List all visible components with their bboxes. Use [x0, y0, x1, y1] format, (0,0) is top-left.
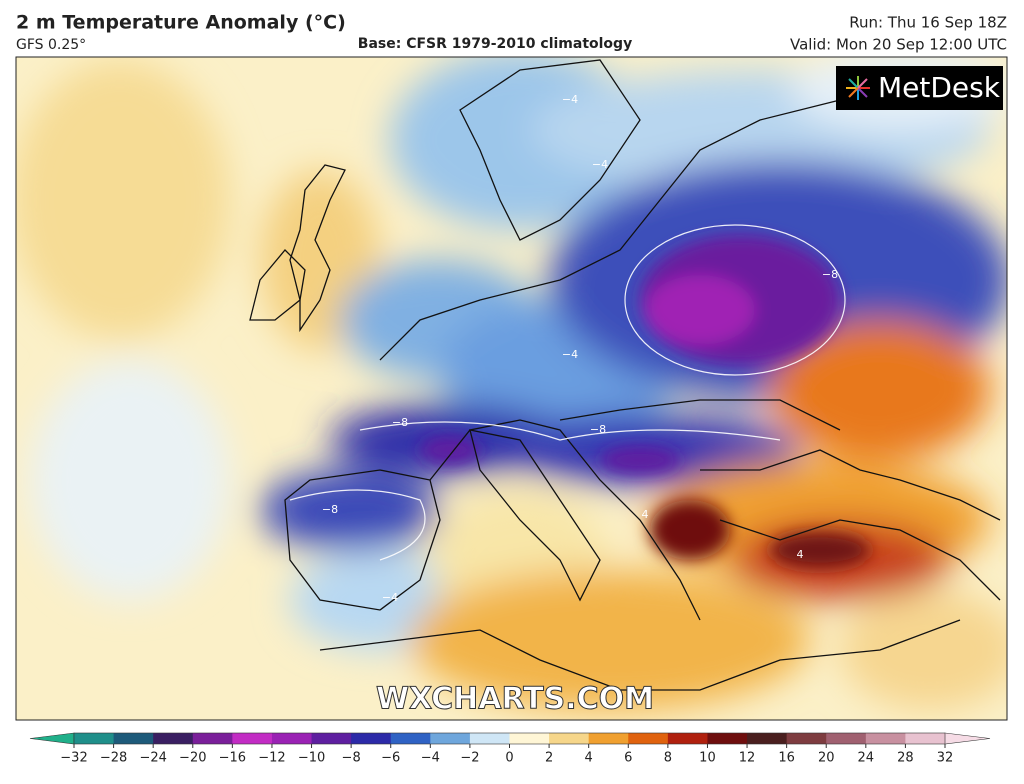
colorbar-tick-label: 28 [897, 751, 914, 766]
colorbar-segment [351, 733, 392, 744]
colorbar-tick-label: −20 [179, 751, 206, 766]
colorbar-segment [747, 733, 788, 744]
colorbar-segment [865, 733, 906, 744]
map: −4 −4 −8 −8 −8 −8 −4 4 4 −4 MetDesk WXCHARTS.COM [16, 57, 1007, 720]
contour-label: −8 [822, 268, 838, 281]
colorbar-tick-label: −6 [381, 751, 400, 766]
colorbar-segment [113, 733, 154, 744]
valid: Valid: Mon 20 Sep 12:00 UTC [790, 36, 1007, 54]
model: GFS 0.25° [16, 37, 86, 53]
colorbar-segment [667, 733, 708, 744]
colorbar-segment [271, 733, 313, 744]
run: Run: Thu 16 Sep 18Z [849, 14, 1007, 32]
base: Base: CFSR 1979-2010 climatology [358, 36, 632, 52]
coastlines [249, 59, 1001, 691]
colorbar-tick-label: 10 [699, 751, 716, 766]
contour-label: −4 [382, 591, 398, 604]
colorbar-tick-label: −12 [258, 751, 285, 766]
colorbar-segment [153, 733, 194, 744]
colorbar-tick-label: 32 [937, 751, 954, 766]
colorbar-segment [430, 733, 471, 744]
colorbar-tick-label: 20 [818, 751, 835, 766]
colorbar-tick-label: −10 [298, 751, 325, 766]
colorbar-tick-label: −8 [342, 751, 361, 766]
colorbar-tick-label: 24 [858, 751, 875, 766]
colorbar-segment [549, 733, 590, 744]
colorbar-segment [390, 733, 431, 744]
contour-label: −4 [562, 93, 578, 106]
colorbar-segment [905, 733, 946, 744]
contour-label: 4 [642, 508, 649, 521]
logo: MetDesk [878, 71, 1001, 104]
colorbar-tick-label: −16 [219, 751, 246, 766]
colorbar-tick-label: −24 [139, 751, 166, 766]
colorbar-segment [311, 733, 352, 744]
colorbar-segment [74, 733, 115, 744]
colorbar-tick-label: 6 [624, 751, 632, 766]
contour-label: −8 [590, 423, 606, 436]
colorbar: −32 −28 −24 −20 −16 −12 −10 −8 −6 −4 −2 0 2 4 6 8 10 12 16… [29, 732, 991, 766]
title: 2 m Temperature Anomaly (°C) [16, 12, 346, 34]
colorbar-tick-label: −2 [460, 751, 479, 766]
contour-label: −8 [322, 503, 338, 516]
colorbar-tick-label: −4 [421, 751, 440, 766]
colorbar-segment [826, 733, 867, 744]
colorbar-over [944, 732, 991, 745]
colorbar-tick-label: 12 [739, 751, 756, 766]
colorbar-segment [786, 733, 827, 744]
contour-label: −4 [562, 348, 578, 361]
colorbar-segment [509, 733, 550, 744]
colorbar-segment [707, 733, 748, 744]
colorbar-tick-label: 4 [585, 751, 593, 766]
watermark: WXCHARTS.COM [376, 682, 654, 717]
colorbar-tick-label: 2 [545, 751, 553, 766]
contour-label: 4 [797, 548, 804, 561]
colorbar-segment [469, 733, 510, 744]
contour-label: −4 [592, 158, 608, 171]
colorbar-tick-label: 0 [505, 751, 513, 766]
contour-label: −8 [392, 416, 408, 429]
colorbar-segment [628, 733, 669, 744]
colorbar-segment [232, 733, 273, 744]
colorbar-segment [192, 733, 233, 744]
colorbar-segment [588, 733, 629, 744]
colorbar-tick-label: −32 [60, 751, 87, 766]
colorbar-under [29, 732, 75, 745]
colorbar-tick-label: 16 [778, 751, 795, 766]
colorbar-tick-label: −28 [100, 751, 127, 766]
colorbar-tick-label: 8 [664, 751, 672, 766]
